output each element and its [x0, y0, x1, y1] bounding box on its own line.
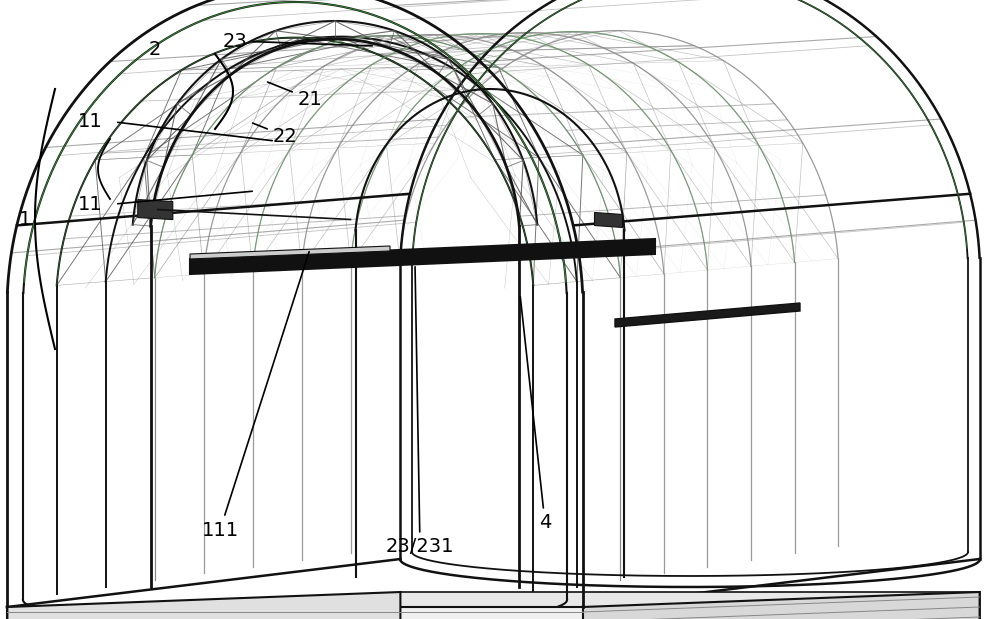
Polygon shape	[583, 592, 980, 619]
Polygon shape	[615, 303, 800, 327]
Polygon shape	[138, 199, 173, 220]
Polygon shape	[594, 212, 622, 228]
Polygon shape	[7, 592, 400, 619]
Text: 21: 21	[268, 82, 322, 108]
Text: 1: 1	[19, 209, 31, 228]
Polygon shape	[190, 239, 655, 274]
Text: 2: 2	[149, 40, 161, 59]
Text: 11: 11	[78, 194, 102, 214]
Polygon shape	[190, 246, 390, 259]
Text: 22: 22	[253, 123, 297, 145]
Text: 4: 4	[520, 297, 551, 532]
Polygon shape	[7, 607, 583, 619]
Text: 11: 11	[78, 111, 102, 131]
Text: 23: 23	[223, 32, 372, 51]
Text: 111: 111	[201, 252, 309, 540]
Polygon shape	[400, 592, 980, 619]
Text: 23/231: 23/231	[386, 267, 454, 556]
